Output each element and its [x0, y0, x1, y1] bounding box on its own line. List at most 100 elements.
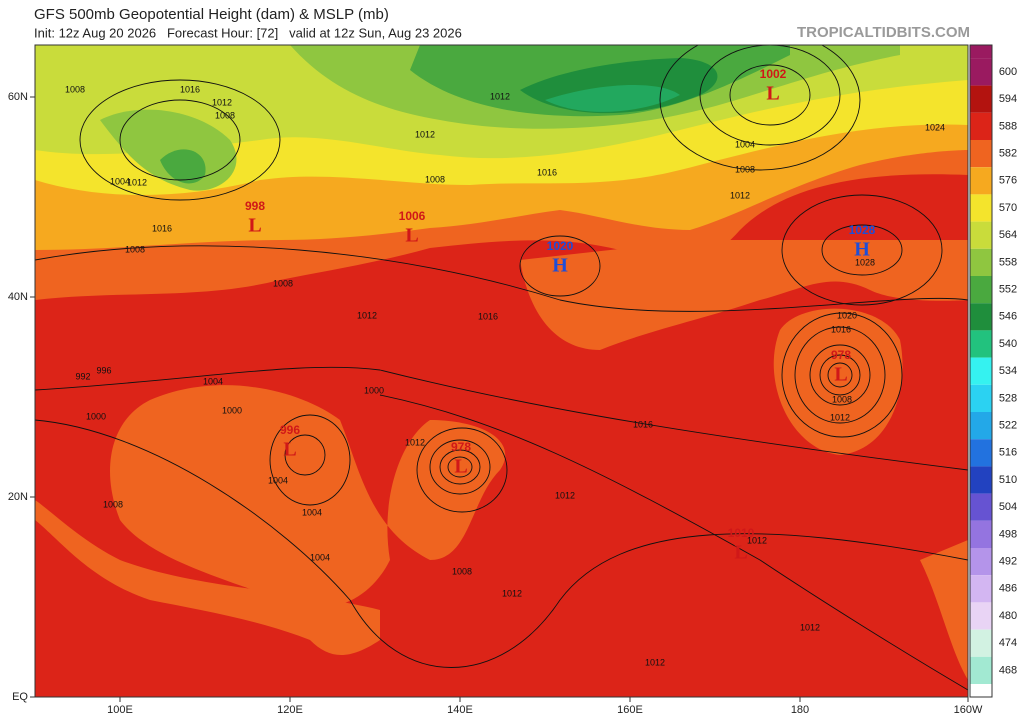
subtitle: Init: 12z Aug 20 2026 Forecast Hour: [72… [34, 25, 462, 40]
colorbar-label: 546 [999, 311, 1017, 323]
colorbar-label: 540 [999, 338, 1017, 350]
colorbar-swatch [970, 384, 992, 412]
colorbar-label: 528 [999, 392, 1017, 404]
colorbar-swatch [970, 520, 992, 548]
colorbar-label: 498 [999, 528, 1017, 540]
colorbar-label: 504 [999, 501, 1017, 513]
height-582 [773, 308, 903, 455]
colorbar-label: 492 [999, 556, 1017, 568]
isobar-label: 1008 [125, 244, 145, 254]
isobar-label: 1004 [302, 507, 322, 517]
colorbar-swatch [970, 112, 992, 140]
colorbar-label: 534 [999, 365, 1017, 377]
isobar-label: 1012 [645, 657, 665, 667]
center-value: 1002 [760, 67, 787, 81]
lat-label: 20N [8, 491, 28, 503]
isobar-label: 1004 [110, 176, 130, 186]
colorbar-swatch [970, 167, 992, 195]
center-symbol: L [283, 439, 296, 461]
center-symbol: L [454, 456, 467, 478]
center-value: 978 [831, 348, 851, 362]
isobar-label: 1016 [478, 311, 498, 321]
isobar-label: 1008 [273, 278, 293, 288]
watermark: TROPICALTIDBITS.COM [797, 24, 970, 41]
isobar-label: 1008 [103, 499, 123, 509]
center-value: 1006 [399, 209, 426, 223]
colorbar-swatch [970, 439, 992, 467]
colorbar-label: 486 [999, 583, 1017, 595]
colorbar-label: 468 [999, 664, 1017, 676]
isobar-label: 1012 [212, 97, 232, 107]
height-582 [35, 500, 380, 655]
isobar-label: 1008 [215, 110, 235, 120]
isobar-label: 1004 [203, 376, 223, 386]
center-symbol: L [834, 364, 847, 386]
isobar-label: 1012 [490, 91, 510, 101]
center-symbol: L [734, 542, 747, 564]
isobar-label: 1000 [86, 411, 106, 421]
isobar-label: 1012 [405, 437, 425, 447]
colorbar-swatch [970, 548, 992, 576]
colorbar-swatch [970, 85, 992, 113]
colorbar-swatch [970, 575, 992, 603]
colorbar-label: 594 [999, 93, 1017, 105]
map-frame [34, 44, 969, 698]
isobar-label: 1016 [537, 167, 557, 177]
isobar-label: 1012 [800, 622, 820, 632]
colorbar-swatch [970, 58, 992, 86]
height-582 [920, 540, 968, 680]
isobar-label: 1020 [837, 310, 857, 320]
center-symbol: L [766, 83, 779, 105]
isobar-label: 1028 [855, 257, 875, 267]
lon-label: 180 [791, 704, 809, 716]
isobar-label: 1000 [222, 405, 242, 415]
height-546-core [545, 84, 680, 112]
isobar-label: 1008 [452, 566, 472, 576]
isobar-label: 1012 [357, 310, 377, 320]
isobar-label: 1008 [735, 164, 755, 174]
colorbar-label: 522 [999, 420, 1017, 432]
isobar-label: 1008 [832, 394, 852, 404]
colorbar-swatch [970, 357, 992, 385]
colorbar-label: 480 [999, 610, 1017, 622]
colorbar-swatch [970, 194, 992, 222]
colorbar-swatch [970, 276, 992, 304]
colorbar-swatch [970, 221, 992, 249]
center-symbol: H [854, 239, 870, 261]
colorbar-swatch [970, 466, 992, 494]
colorbar-frame [969, 44, 993, 698]
colorbar-label: 564 [999, 229, 1017, 241]
center-value: 1028 [849, 223, 876, 237]
isobar-label: 1016 [633, 419, 653, 429]
colorbar: 600 594 588 582 576 570 564 558 552 546 540 534 528 5… [969, 44, 1017, 698]
isobar-label: 1004 [735, 139, 755, 149]
colorbar-label: 570 [999, 202, 1017, 214]
center-value: 996 [280, 423, 300, 437]
colorbar-swatch [970, 330, 992, 358]
isobar-label: 1008 [65, 84, 85, 94]
center-value: 978 [451, 440, 471, 454]
colorbar-label: 510 [999, 474, 1017, 486]
colorbar-swatch [970, 412, 992, 440]
isobar-label: 1016 [180, 84, 200, 94]
center-symbol: L [405, 225, 418, 247]
lat-label: 60N [8, 91, 28, 103]
isobar-label: 1004 [310, 552, 330, 562]
colorbar-swatch [970, 303, 992, 331]
lon-label: 100E [107, 704, 133, 716]
lon-label: 160E [617, 704, 643, 716]
lon-label: 120E [277, 704, 303, 716]
isobar-label: 1024 [925, 122, 945, 132]
colorbar-label: 558 [999, 256, 1017, 268]
title: GFS 500mb Geopotential Height (dam) & MS… [34, 6, 389, 23]
colorbar-label: 600 [999, 66, 1017, 78]
center-value: 998 [245, 199, 265, 213]
isobar-label: 1016 [831, 324, 851, 334]
center-symbol: L [248, 215, 261, 237]
isobar-label: 1012 [747, 535, 767, 545]
isobar-label: 996 [96, 365, 111, 375]
colorbar-label: 582 [999, 148, 1017, 160]
